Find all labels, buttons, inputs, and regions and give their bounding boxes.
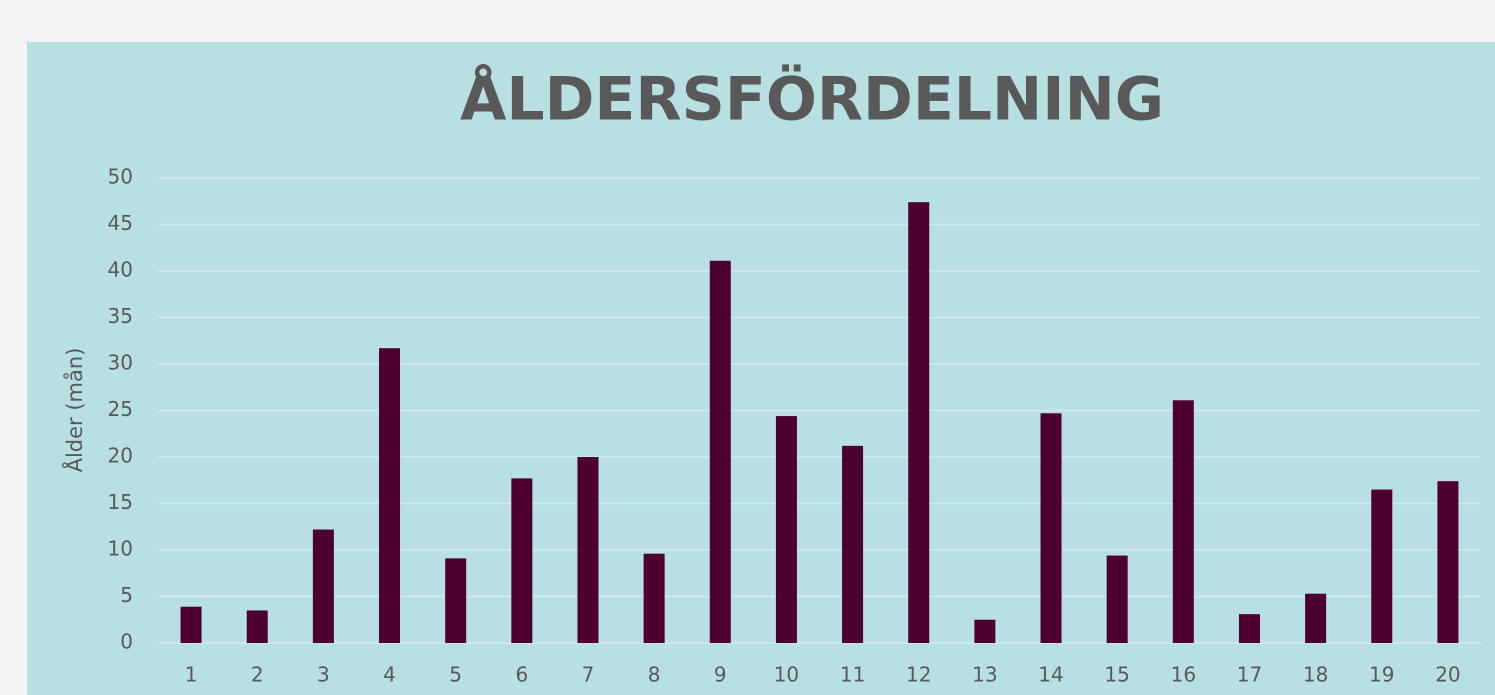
bar xyxy=(511,478,533,643)
x-tick-label: 1 xyxy=(185,663,198,687)
y-axis-label: Ålder (mån) xyxy=(61,348,87,473)
x-tick-label: 11 xyxy=(840,663,865,687)
bar xyxy=(577,457,599,643)
y-tick-label: 5 xyxy=(120,583,133,607)
x-tick-label: 17 xyxy=(1237,663,1262,687)
bar xyxy=(908,202,930,643)
x-tick-label: 6 xyxy=(515,663,528,687)
x-tick-label: 14 xyxy=(1038,663,1063,687)
y-tick-label: 50 xyxy=(108,165,133,189)
bar xyxy=(1371,489,1393,643)
x-tick-label: 4 xyxy=(383,663,396,687)
x-tick-label: 18 xyxy=(1303,663,1328,687)
x-tick-label: 10 xyxy=(774,663,799,687)
bar xyxy=(1040,413,1062,643)
x-tick-label: 19 xyxy=(1369,663,1394,687)
x-tick-label: 7 xyxy=(582,663,595,687)
bar xyxy=(180,606,202,643)
chart-title: ÅLDERSFÖRDELNING xyxy=(460,64,1164,135)
x-tick-label: 20 xyxy=(1435,663,1460,687)
x-tick-label: 12 xyxy=(906,663,931,687)
y-tick-label: 20 xyxy=(108,444,133,468)
bar xyxy=(312,529,334,643)
bar xyxy=(1238,614,1260,643)
x-tick-label: 2 xyxy=(251,663,264,687)
x-tick-label: 5 xyxy=(449,663,462,687)
y-tick-label: 25 xyxy=(108,397,133,421)
x-tick-label: 16 xyxy=(1171,663,1196,687)
bar xyxy=(775,416,797,643)
y-tick-label: 10 xyxy=(108,537,133,561)
y-tick-label: 35 xyxy=(108,304,133,328)
x-tick-label: 13 xyxy=(972,663,997,687)
bar xyxy=(1305,593,1327,643)
y-tick-label: 15 xyxy=(108,490,133,514)
bar xyxy=(379,348,401,643)
x-tick-label: 15 xyxy=(1104,663,1129,687)
y-tick-label: 40 xyxy=(108,258,133,282)
bar xyxy=(1172,400,1194,643)
x-tick-label: 3 xyxy=(317,663,330,687)
bar xyxy=(445,558,467,643)
bar xyxy=(709,260,731,643)
bar xyxy=(1106,555,1128,643)
bar xyxy=(1437,481,1459,643)
x-tick-label: 8 xyxy=(648,663,661,687)
bar xyxy=(974,619,996,643)
bar xyxy=(842,445,864,643)
y-tick-label: 0 xyxy=(120,630,133,654)
y-tick-label: 30 xyxy=(108,351,133,375)
bar xyxy=(246,610,268,643)
bar xyxy=(643,553,665,643)
x-tick-label: 9 xyxy=(714,663,727,687)
y-tick-label: 45 xyxy=(108,211,133,235)
chart-panel xyxy=(27,42,1495,695)
